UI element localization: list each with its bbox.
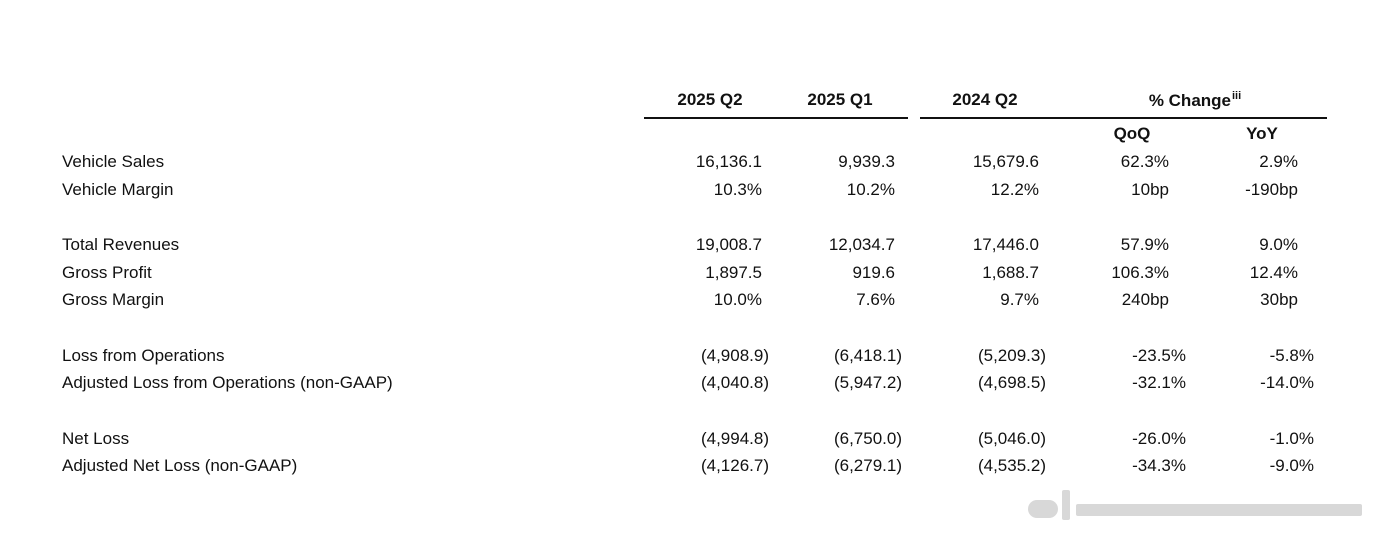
value-qoq: -26.0% [1132,429,1186,448]
value-yoy: -14.0% [1260,373,1314,392]
value-2025-q2: 1,897.5 [705,263,762,282]
header-percent-change: % Changeiii [1110,90,1280,111]
value-yoy: 30bp [1260,290,1298,309]
value-2025-q2: 10.3% [713,180,762,199]
value-yoy: -9.0% [1269,456,1314,475]
value-yoy: 2.9% [1259,152,1298,171]
value-2025-q2: (4,908.9) [700,346,769,365]
row-label: Gross Profit [62,263,152,282]
value-2025-q1: (5,947.2) [833,373,902,392]
value-yoy: -5.8% [1269,346,1314,365]
table-row: Adjusted Loss from Operations (non-GAAP)… [0,373,1376,397]
row-label: Adjusted Net Loss (non-GAAP) [62,456,298,475]
table-row: Total Revenues 19,008.7 12,034.7 17,446.… [0,235,1376,259]
header-2025-q2: 2025 Q2 [677,90,743,109]
value-2024-q2: (5,046.0) [977,429,1046,448]
value-2025-q2: 10.0% [713,290,762,309]
value-yoy: 9.0% [1259,235,1298,254]
table-row: Gross Profit 1,897.5 919.6 1,688.7 106.3… [0,263,1376,287]
value-yoy: 12.4% [1249,263,1298,282]
watermark [1028,488,1364,526]
value-2025-q2: (4,994.8) [700,429,769,448]
table-row: Net Loss (4,994.8) (6,750.0) (5,046.0) -… [0,429,1376,453]
value-2024-q2: (4,698.5) [977,373,1046,392]
value-yoy: -1.0% [1269,429,1314,448]
value-qoq: 57.9% [1120,235,1169,254]
table-row: Loss from Operations (4,908.9) (6,418.1)… [0,346,1376,370]
value-2024-q2: (5,209.3) [977,346,1046,365]
value-2025-q1: 10.2% [846,180,895,199]
value-qoq: 240bp [1121,290,1169,309]
header-2024-q2: 2024 Q2 [952,90,1018,109]
table-row: Vehicle Sales 16,136.1 9,939.3 15,679.6 … [0,152,1376,176]
row-label: Vehicle Sales [62,152,165,171]
value-2025-q1: 9,939.3 [838,152,895,171]
value-2024-q2: 15,679.6 [972,152,1039,171]
value-2024-q2: 9.7% [1000,290,1039,309]
value-2025-q2: (4,040.8) [700,373,769,392]
value-qoq: 10bp [1131,180,1169,199]
header-rule-prior [920,117,1327,119]
value-2024-q2: 12.2% [990,180,1039,199]
header-yoy: YoY [1246,124,1278,143]
value-2025-q1: (6,750.0) [833,429,902,448]
value-qoq: -32.1% [1132,373,1186,392]
value-2025-q1: 7.6% [856,290,895,309]
row-label: Net Loss [62,429,130,448]
value-yoy: -190bp [1245,180,1298,199]
row-label: Adjusted Loss from Operations (non-GAAP) [62,373,393,392]
row-label: Total Revenues [62,235,180,254]
value-2025-q1: (6,418.1) [833,346,902,365]
header-2025-q1: 2025 Q1 [807,90,873,109]
row-label: Loss from Operations [62,346,225,365]
value-qoq: 62.3% [1120,152,1169,171]
value-2024-q2: 17,446.0 [972,235,1039,254]
value-2025-q2: 16,136.1 [695,152,762,171]
value-2024-q2: (4,535.2) [977,456,1046,475]
row-label: Vehicle Margin [62,180,174,199]
value-qoq: -23.5% [1132,346,1186,365]
table-row: Gross Margin 10.0% 7.6% 9.7% 240bp 30bp [0,290,1376,314]
footnote-marker: iii [1232,90,1242,102]
value-2025-q1: 919.6 [852,263,895,282]
value-2025-q2: 19,008.7 [695,235,762,254]
value-qoq: -34.3% [1132,456,1186,475]
row-label: Gross Margin [62,290,165,309]
value-2025-q2: (4,126.7) [700,456,769,475]
value-2024-q2: 1,688.7 [982,263,1039,282]
value-qoq: 106.3% [1111,263,1169,282]
header-percent-change-label: % Change [1148,91,1231,110]
value-2025-q1: 12,034.7 [828,235,895,254]
value-2025-q1: (6,279.1) [833,456,902,475]
table-row: Adjusted Net Loss (non-GAAP) (4,126.7) (… [0,456,1376,480]
table-row: Vehicle Margin 10.3% 10.2% 12.2% 10bp -1… [0,180,1376,204]
header-rule-current [644,117,908,119]
header-qoq: QoQ [1113,124,1151,143]
